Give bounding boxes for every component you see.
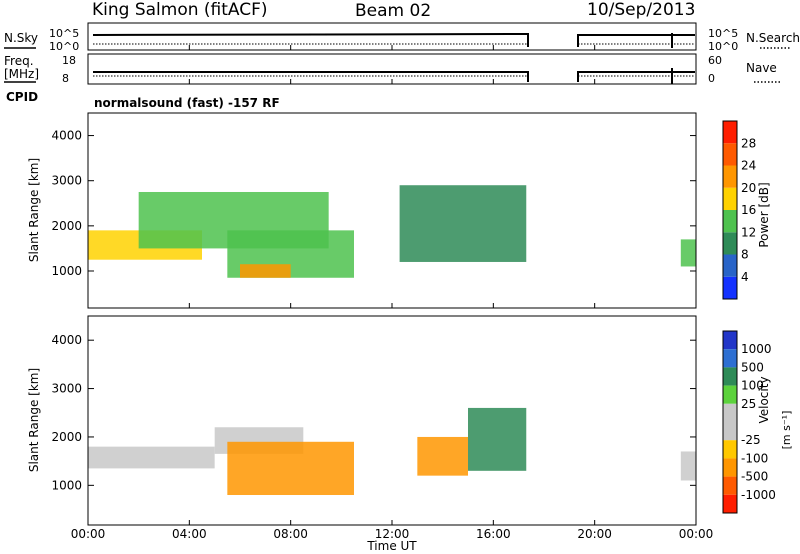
velocity-yaxis: 1000 2000 3000 4000	[51, 333, 696, 492]
velocity-colorbar-swatch-1	[723, 349, 737, 368]
freq-tick-low: 8	[62, 72, 69, 85]
vel-ytick-label-2: 3000	[51, 382, 82, 396]
nsearch-tick-low: 10^0	[708, 40, 738, 53]
nsky-strip: N.Sky 10^5 10^0 10^5 10^0 N.Search	[4, 22, 800, 53]
power-ytick-label-3: 4000	[51, 129, 82, 143]
velocity-colorbar-swatch-0	[723, 331, 737, 350]
power-yaxis: 1000 2000 3000 4000	[51, 129, 696, 278]
power-region-4	[399, 185, 527, 262]
beam-title: Beam 02	[355, 1, 431, 21]
velocity-colorbar-tick-7: -1000	[741, 488, 776, 502]
velocity-colorbar-swatch-7	[723, 458, 737, 477]
velocity-colorbar-swatch-6	[723, 440, 737, 459]
power-colorbar-swatch-1	[723, 254, 737, 277]
nsearch-tick-high: 10^5	[708, 27, 738, 40]
xtick-label-3: 12:00	[375, 527, 410, 541]
velocity-panel: 1000 2000 3000 4000 Slant Range [km]	[27, 315, 697, 526]
power-colorbar-swatch-0	[723, 276, 737, 299]
power-ylabel: Slant Range [km]	[27, 158, 41, 262]
velocity-colorbar-tick-0: 1000	[741, 342, 772, 356]
nsky-trace	[92, 32, 695, 47]
velocity-colorbar-swatch-9	[723, 494, 737, 513]
xlabel: Time UT	[366, 539, 417, 553]
date-title: 10/Sep/2013	[587, 0, 695, 20]
station-title: King Salmon (fitACF)	[92, 0, 268, 20]
vel-region-0	[88, 446, 215, 469]
power-region-3	[240, 264, 291, 278]
power-colorbar-tick-3: 16	[741, 203, 756, 217]
vel-region-3	[417, 436, 468, 476]
power-colorbar-tick-2: 12	[741, 225, 756, 239]
velocity-ylabel: Slant Range [km]	[27, 368, 41, 472]
power-data-layer	[88, 185, 696, 278]
nsky-tick-low: 10^0	[49, 40, 79, 53]
power-colorbar-swatch-5	[723, 165, 737, 188]
freq-label: Freq.	[4, 54, 34, 68]
power-ytick-label-1: 2000	[51, 219, 82, 233]
power-colorbar-swatch-2	[723, 232, 737, 255]
velocity-colorbar-tick-5: -100	[741, 451, 768, 465]
vel-ytick-label-0: 1000	[51, 478, 82, 492]
nsearch-label: N.Search	[746, 31, 800, 45]
time-axis: 00:00 04:00 08:00 12:00 16:00 20:00 00:00	[71, 45, 714, 541]
xtick-label-1: 04:00	[172, 527, 207, 541]
vel-ytick-label-1: 2000	[51, 430, 82, 444]
power-colorbar-swatch-3	[723, 210, 737, 233]
vel-ytick-label-3: 4000	[51, 333, 82, 347]
velocity-colorbar: 1000 500 100 25 -25 -100 -500 -1000	[722, 330, 776, 514]
cpid-label: CPID	[6, 90, 38, 104]
power-region-5	[680, 239, 696, 267]
xtick-label-0: 00:00	[71, 527, 106, 541]
power-colorbar-swatch-4	[723, 187, 737, 210]
velocity-colorbar-tick-2: 100	[741, 379, 764, 393]
nave-label: Nave	[746, 61, 777, 75]
nave-tick-high: 60	[708, 54, 722, 67]
power-ytick-label-2: 3000	[51, 174, 82, 188]
xtick-label-2: 08:00	[273, 527, 308, 541]
velocity-colorbar-tick-6: -500	[741, 470, 768, 484]
power-colorbar-label: Power [dB]	[757, 182, 771, 247]
velocity-colorbar-swatch-3	[723, 385, 737, 404]
power-colorbar-swatch-7	[723, 121, 737, 144]
velocity-colorbar-units: [m s⁻¹]	[780, 411, 793, 450]
power-colorbar-frame	[722, 120, 738, 300]
xtick-label-4: 16:00	[476, 527, 511, 541]
velocity-colorbar-tick-3: 25	[741, 397, 756, 411]
cpid-text: normalsound (fast) -157 RF	[94, 96, 280, 110]
power-colorbar-tick-5: 24	[741, 159, 756, 173]
power-colorbar-swatch-6	[723, 143, 737, 166]
velocity-colorbar-swatch-8	[723, 476, 737, 495]
velocity-colorbar-swatch-4	[723, 403, 737, 422]
freq-strip: Freq. [MHz] 18 8 60 0 Nave	[4, 53, 780, 85]
freq-unit: [MHz]	[4, 67, 39, 81]
vel-region-4	[468, 407, 527, 471]
nsky-label: N.Sky	[4, 31, 38, 45]
power-colorbar-tick-4: 20	[741, 181, 756, 195]
power-colorbar-tick-0: 4	[741, 270, 749, 284]
freq-tick-high: 18	[62, 54, 76, 67]
power-panel: 1000 2000 3000 4000 Slant Range [km]	[27, 112, 697, 309]
velocity-colorbar-frame	[722, 330, 738, 514]
vel-region-2	[227, 441, 354, 496]
velocity-colorbar-swatch-2	[723, 367, 737, 386]
velocity-colorbar-label: Velocity	[757, 376, 771, 423]
power-colorbar-tick-1: 8	[741, 248, 749, 262]
velocity-colorbar-swatch-5	[723, 422, 737, 441]
velocity-colorbar-tick-4: -25	[741, 433, 761, 447]
xtick-label-5: 20:00	[577, 527, 612, 541]
power-ytick-label-0: 1000	[51, 264, 82, 278]
velocity-colorbar-tick-1: 500	[741, 360, 764, 374]
velocity-data-layer	[88, 407, 696, 496]
power-colorbar: 4 8 12 16 20 24 28	[722, 120, 756, 300]
power-colorbar-tick-6: 28	[741, 136, 756, 150]
xtick-label-6: 00:00	[679, 527, 714, 541]
vel-region-5	[680, 451, 696, 481]
freq-trace	[93, 71, 695, 82]
nave-tick-low: 0	[708, 72, 715, 85]
nsky-tick-high: 10^5	[49, 27, 79, 40]
